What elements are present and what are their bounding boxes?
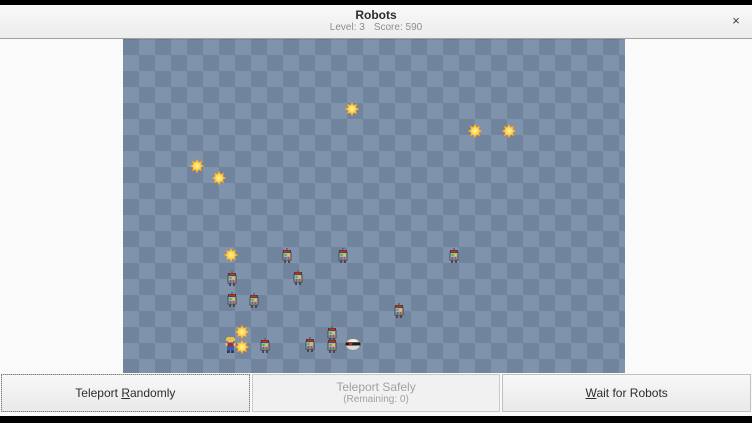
robot-sprite: [448, 248, 460, 268]
player-sprite: [224, 337, 237, 358]
robot-sprite: [337, 248, 349, 268]
wait-for-robots-button[interactable]: Wait for Robots: [502, 374, 752, 412]
robot-sprite: [304, 337, 316, 357]
titlebar: Robots Level: 3 Score: 590 ×: [0, 5, 752, 39]
teleport-safely-remaining: (Remaining: 0): [343, 394, 409, 405]
robot-sprite: [259, 338, 271, 358]
explosion-sprite: [211, 170, 227, 186]
robots-window: Robots Level: 3 Score: 590 × Teleport Ra…: [0, 5, 752, 416]
explosion-sprite: [344, 101, 360, 117]
level-status: Level: 3: [329, 22, 365, 33]
robot-sprite: [281, 248, 293, 268]
robot-sprite: [326, 338, 338, 358]
robot-sprite: [292, 270, 304, 290]
window-title: Robots: [355, 8, 397, 22]
action-bar: Teleport Randomly Teleport Safely (Remai…: [0, 374, 752, 412]
close-button[interactable]: ×: [727, 12, 745, 30]
robot-sprite: [226, 271, 238, 291]
teleport-randomly-button[interactable]: Teleport Randomly: [1, 374, 250, 412]
robot-sprite: [393, 303, 405, 323]
robot-sprite: [248, 293, 260, 313]
teleport-randomly-label: Teleport Randomly: [75, 386, 176, 400]
explosion-sprite: [501, 123, 517, 139]
teleport-safely-button[interactable]: Teleport Safely (Remaining: 0): [251, 374, 501, 412]
score-status: Score: 590: [373, 22, 423, 33]
top-screen-edge: [0, 0, 752, 5]
teleport-safely-label: Teleport Safely: [336, 380, 416, 394]
explosion-sprite: [223, 247, 239, 263]
status-line: Level: 3 Score: 590: [0, 22, 752, 34]
game-board[interactable]: [123, 39, 625, 373]
bottom-screen-edge: [0, 416, 752, 423]
explosion-sprite: [234, 324, 250, 340]
explosion-sprite: [467, 123, 483, 139]
junkheap-sprite: [345, 338, 361, 356]
wait-for-robots-label: Wait for Robots: [585, 386, 668, 400]
close-icon: ×: [732, 12, 740, 28]
explosion-sprite: [189, 158, 205, 174]
robot-sprite: [226, 292, 238, 312]
explosion-sprite: [234, 339, 250, 355]
